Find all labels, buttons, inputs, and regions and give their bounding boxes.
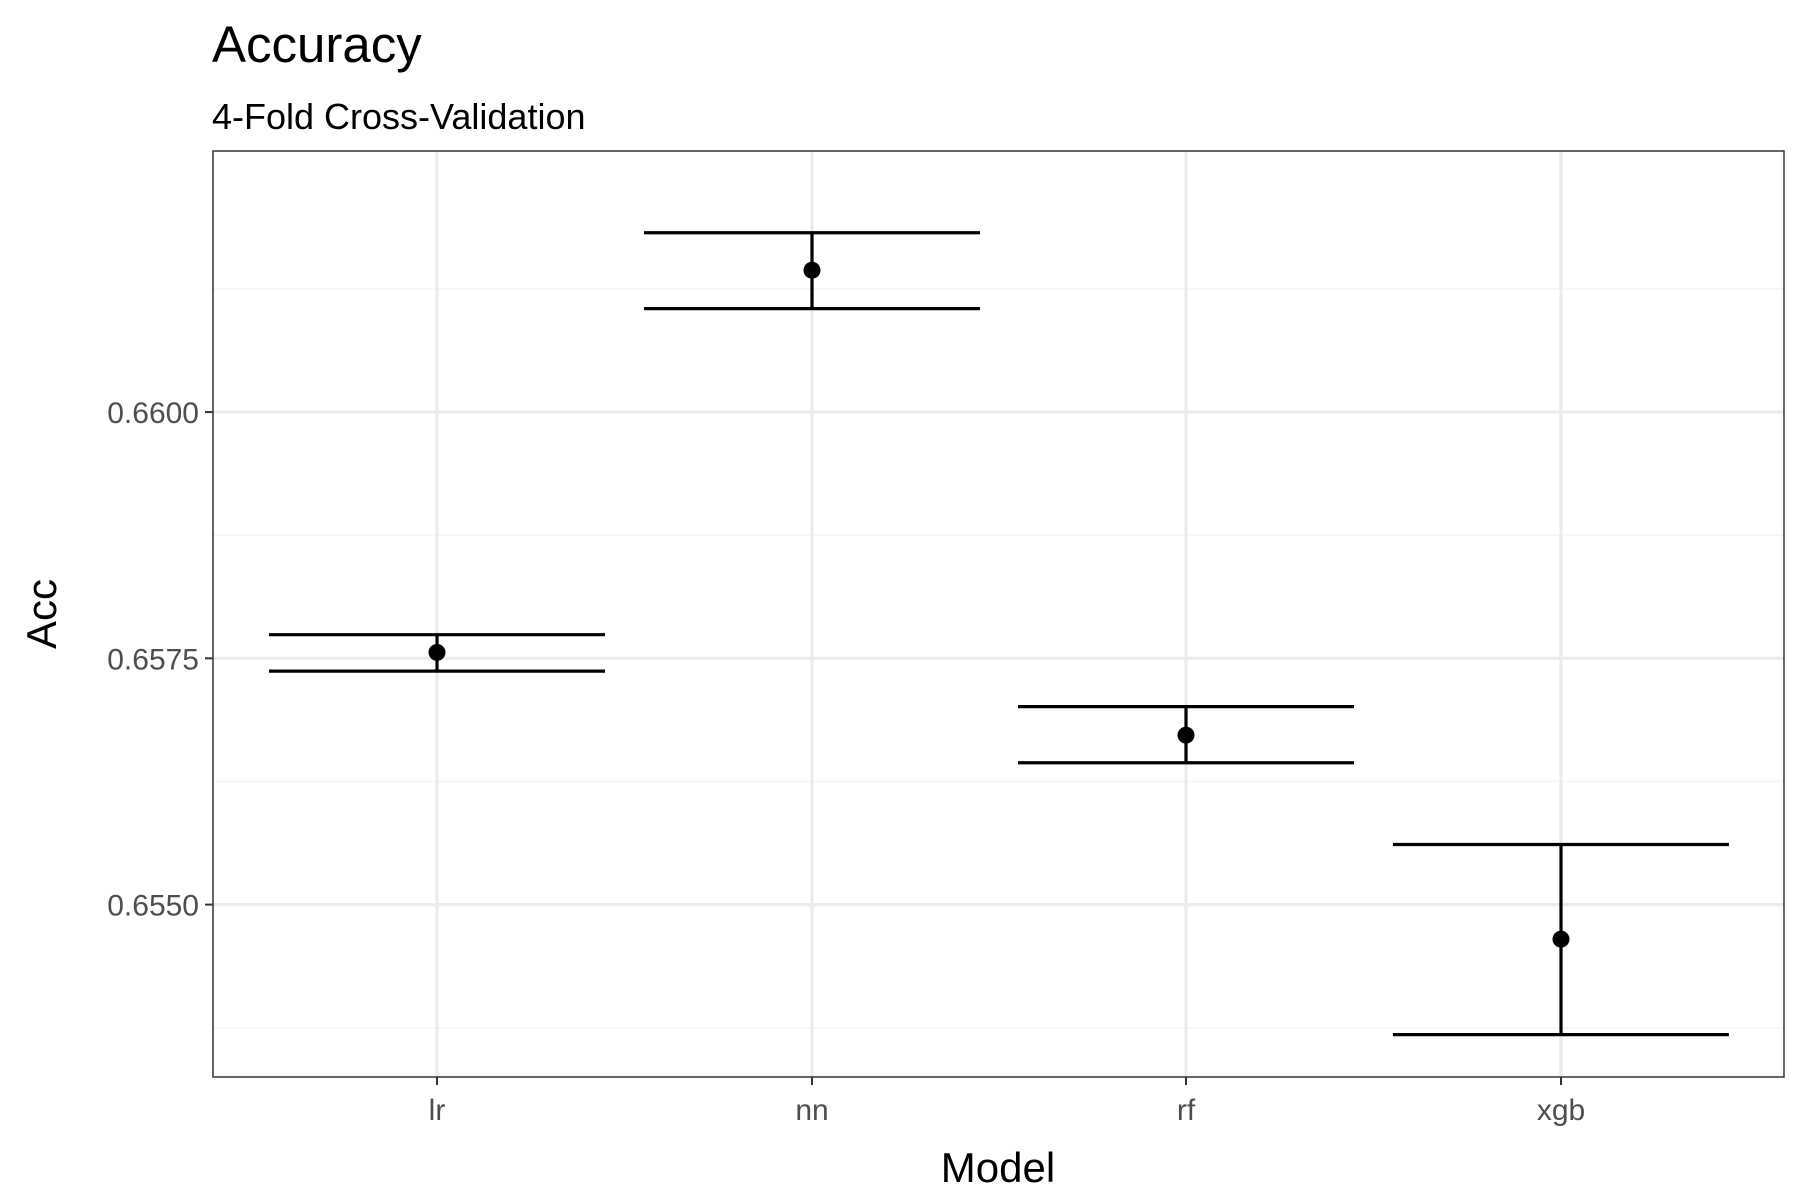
x-axis-title: Model <box>941 1144 1055 1191</box>
chart-subtitle: 4-Fold Cross-Validation <box>212 96 585 137</box>
y-tick-label: 0.6600 <box>107 397 199 430</box>
y-tick-label: 0.6575 <box>107 643 199 676</box>
y-axis-title: Acc <box>18 579 65 649</box>
data-point-lr <box>428 643 446 661</box>
chart-title: Accuracy <box>212 16 422 73</box>
grid <box>213 151 1784 1077</box>
axis-ticks: 0.6550 0.6575 0.6600 lr nn rf xgb <box>107 397 1585 1127</box>
x-tick-label: xgb <box>1537 1094 1585 1127</box>
panel-border <box>212 150 1785 1078</box>
x-tick-label: rf <box>1177 1094 1196 1127</box>
x-tick-label: nn <box>795 1094 828 1127</box>
y-tick-label: 0.6550 <box>107 890 199 923</box>
data-marks <box>269 231 1729 1037</box>
data-point-nn <box>803 261 821 279</box>
data-point-xgb <box>1552 930 1570 948</box>
data-point-rf <box>1177 726 1195 744</box>
x-tick-label: lr <box>429 1094 446 1127</box>
